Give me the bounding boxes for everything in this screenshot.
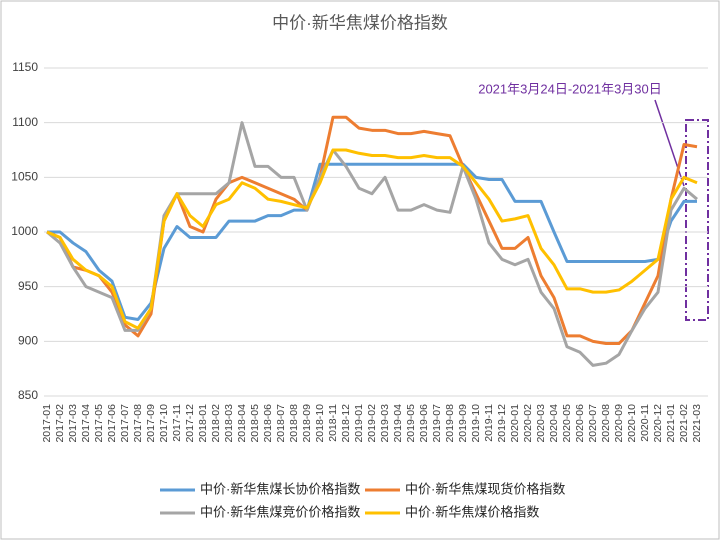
x-tick-label: 2017-08 (132, 404, 144, 443)
x-tick-label: 2020-10 (626, 404, 638, 443)
x-tick-label: 2017-02 (54, 404, 66, 443)
x-tick-label: 2017-06 (106, 404, 118, 443)
x-tick-label: 2018-10 (314, 404, 326, 443)
x-tick-label: 2018-12 (340, 404, 352, 443)
x-tick-label: 2018-01 (197, 404, 209, 443)
x-tick-label: 2020-12 (652, 404, 664, 443)
x-tick-label: 2019-07 (431, 404, 443, 443)
x-tick-label: 2020-03 (535, 404, 547, 443)
annotation-arrow (654, 99, 685, 187)
y-tick-label: 1000 (11, 224, 38, 238)
series-line (46, 148, 698, 330)
legend-label: 中价·新华焦煤价格指数 (405, 504, 539, 519)
x-tick-label: 2021-02 (678, 404, 690, 443)
x-tick-label: 2019-04 (392, 404, 404, 443)
x-tick-label: 2018-07 (275, 404, 287, 443)
y-tick-label: 1050 (11, 170, 38, 184)
x-tick-label: 2018-02 (210, 404, 222, 443)
x-tick-label: 2018-06 (262, 404, 274, 443)
x-tick-label: 2017-07 (119, 404, 131, 443)
x-tick-label: 2020-04 (548, 404, 560, 443)
x-tick-label: 2019-05 (405, 404, 417, 443)
x-tick-label: 2017-09 (145, 404, 157, 443)
annotation: 2021年3月24日-2021年3月30日 (478, 81, 662, 96)
x-tick-label: 2018-08 (288, 404, 300, 443)
x-tick-label: 2017-01 (41, 404, 53, 443)
x-tick-label: 2020-01 (509, 404, 521, 443)
x-tick-label: 2021-03 (691, 404, 703, 443)
x-tick-label: 2019-10 (470, 404, 482, 443)
y-tick-label: 950 (18, 279, 38, 293)
x-tick-label: 2019-09 (457, 404, 469, 443)
x-tick-label: 2020-06 (574, 404, 586, 443)
chart-title: 中价·新华焦煤价格指数 (272, 13, 448, 32)
x-tick-label: 2019-12 (496, 404, 508, 443)
x-tick-label: 2018-11 (327, 404, 339, 442)
legend-label: 中价·新华焦煤长协价格指数 (200, 481, 360, 496)
annotation-box (685, 119, 709, 321)
x-tick-label: 2017-05 (93, 404, 105, 443)
legend-label: 中价·新华焦煤现货价格指数 (405, 481, 565, 496)
x-tick-label: 2017-04 (80, 404, 92, 443)
y-tick-label: 900 (18, 334, 38, 348)
y-tick-label: 1150 (12, 60, 38, 74)
x-tick-label: 2017-12 (184, 404, 196, 443)
x-tick-label: 2019-01 (353, 404, 365, 443)
y-tick-label: 850 (18, 388, 38, 402)
x-tick-label: 2017-11 (171, 404, 183, 442)
x-tick-label: 2020-05 (561, 404, 573, 443)
legend-label: 中价·新华焦煤竞价价格指数 (200, 504, 360, 519)
x-tick-label: 2020-08 (600, 404, 612, 443)
x-tick-label: 2018-03 (223, 404, 235, 443)
x-tick-label: 2020-11 (639, 404, 651, 442)
x-tick-label: 2018-04 (236, 404, 248, 443)
y-tick-label: 1100 (12, 115, 38, 129)
x-tick-label: 2019-03 (379, 404, 391, 443)
x-tick-label: 2019-06 (418, 404, 430, 443)
x-tick-label: 2020-09 (613, 404, 625, 443)
x-tick-label: 2020-07 (587, 404, 599, 443)
x-tick-label: 2021-01 (665, 404, 677, 443)
x-tick-label: 2018-05 (249, 404, 261, 443)
x-tick-label: 2019-08 (444, 404, 456, 443)
x-tick-label: 2019-11 (483, 404, 495, 442)
x-tick-label: 2017-10 (158, 404, 170, 443)
x-tick-label: 2020-02 (522, 404, 534, 443)
x-tick-label: 2017-03 (67, 404, 79, 443)
x-tick-label: 2018-09 (301, 404, 313, 443)
x-tick-label: 2019-02 (366, 404, 378, 443)
